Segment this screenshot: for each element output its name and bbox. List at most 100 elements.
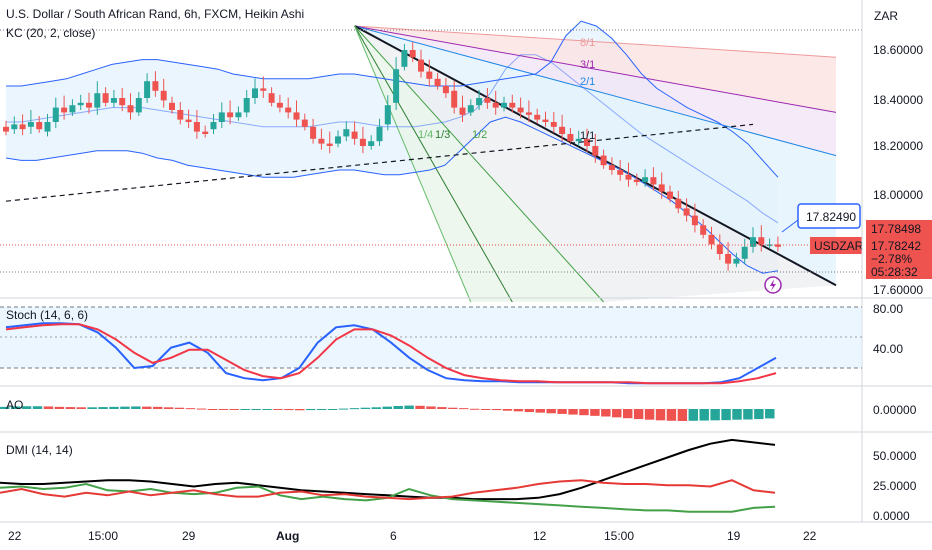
kc-middle-line (6, 54, 779, 224)
ao-bars (0, 405, 775, 421)
candle (542, 119, 549, 122)
candle (86, 102, 92, 108)
candle (716, 244, 723, 254)
candle (418, 59, 424, 72)
ao-bar (732, 409, 742, 420)
candle (741, 246, 748, 259)
lightning-icon[interactable] (764, 276, 782, 294)
ao-bar (535, 409, 545, 413)
candle (202, 131, 209, 134)
candle (69, 105, 76, 113)
candle (484, 98, 491, 103)
candle (36, 122, 43, 130)
candle (658, 184, 665, 192)
ao-bar (513, 409, 524, 412)
time-tick: 29 (182, 529, 196, 543)
dmi-tick: 25.0000 (873, 479, 917, 493)
stoch-pane: Stoch (14, 6, 6) 80.00 40.00 (0, 302, 903, 385)
ao-bar (273, 409, 283, 410)
fan-sector (354, 26, 836, 302)
keltner-channel-lines (5, 20, 779, 274)
symbol-label: USDZAR (814, 239, 864, 253)
candle (617, 170, 624, 175)
candle (675, 198, 682, 209)
ao-bar (601, 409, 611, 417)
dmi-tick: 50.0000 (873, 449, 917, 463)
kc-upper-line (6, 20, 779, 178)
candle (27, 122, 34, 127)
candle (467, 105, 474, 113)
time-axis[interactable]: 22 15:00 29 Aug 6 12 15:00 19 22 (8, 529, 817, 543)
candle (750, 237, 756, 247)
fan-label-1-3: 1/3 (435, 129, 450, 141)
ao-label: AO (6, 398, 23, 412)
candle (210, 122, 217, 130)
time-tick: 22 (8, 529, 22, 543)
ao-bar (448, 407, 458, 409)
candle (774, 244, 781, 247)
ao-bar (568, 409, 578, 415)
candle (708, 234, 715, 245)
candle (235, 112, 242, 118)
candle (725, 254, 732, 264)
ao-bar (32, 406, 43, 409)
ao-bar (174, 407, 185, 409)
ao-bar (87, 407, 97, 409)
ao-pane: AO 0.00000 (0, 398, 917, 421)
ao-bar (360, 407, 371, 409)
ao-bar (229, 409, 239, 410)
candle (243, 98, 250, 113)
candle (218, 112, 225, 122)
candle (61, 107, 68, 113)
ao-bar (10, 406, 21, 409)
ao-bar (655, 409, 666, 421)
price-change: −2.78% (871, 252, 912, 266)
candle (227, 112, 234, 118)
ao-bar (754, 409, 764, 420)
last-price-box (866, 237, 932, 279)
candle (600, 155, 607, 166)
ao-bar (153, 406, 163, 409)
ao-bar (295, 409, 305, 411)
fan-line (354, 25, 837, 58)
candle (285, 107, 292, 113)
ao-bar (765, 409, 775, 419)
badge-price-box (866, 220, 932, 237)
fan-label-1-4: 1/4 (418, 129, 433, 141)
dmi-label: DMI (14, 14) (6, 443, 73, 457)
ao-bar (415, 405, 425, 409)
candle (343, 129, 350, 137)
ao-bar (612, 409, 622, 418)
ao-bar (207, 409, 218, 410)
ao-bar (546, 409, 556, 414)
candle (144, 81, 151, 98)
ao-bar (371, 407, 382, 409)
candle (766, 244, 773, 246)
candle (459, 107, 466, 115)
currency-label[interactable]: ZAR (874, 9, 898, 23)
ao-bar (185, 408, 196, 410)
fan-label-3-1: 3/1 (580, 59, 595, 71)
ao-bar (163, 407, 174, 409)
candle (44, 122, 51, 132)
ao-bar (469, 408, 480, 410)
ao-bar (196, 408, 207, 410)
candle (608, 165, 615, 170)
candle (52, 107, 59, 122)
trendline-price-callout[interactable]: 17.82490 (781, 203, 861, 233)
time-tick: Aug (276, 529, 299, 543)
candle (667, 191, 673, 199)
candle (293, 112, 300, 120)
candle (517, 107, 524, 113)
ao-bar (120, 406, 130, 409)
chart-title: U.S. Dollar / South African Rand, 6h, FX… (6, 7, 304, 21)
candle (492, 102, 499, 108)
candle (451, 90, 458, 108)
price-axis: 18.60000 18.40000 18.20000 18.00000 17.6… (873, 43, 923, 297)
candle (700, 225, 707, 235)
ao-bar (0, 406, 10, 409)
candle (550, 122, 557, 127)
candle (152, 81, 159, 91)
stoch-label: Stoch (14, 6, 6) (6, 308, 88, 322)
